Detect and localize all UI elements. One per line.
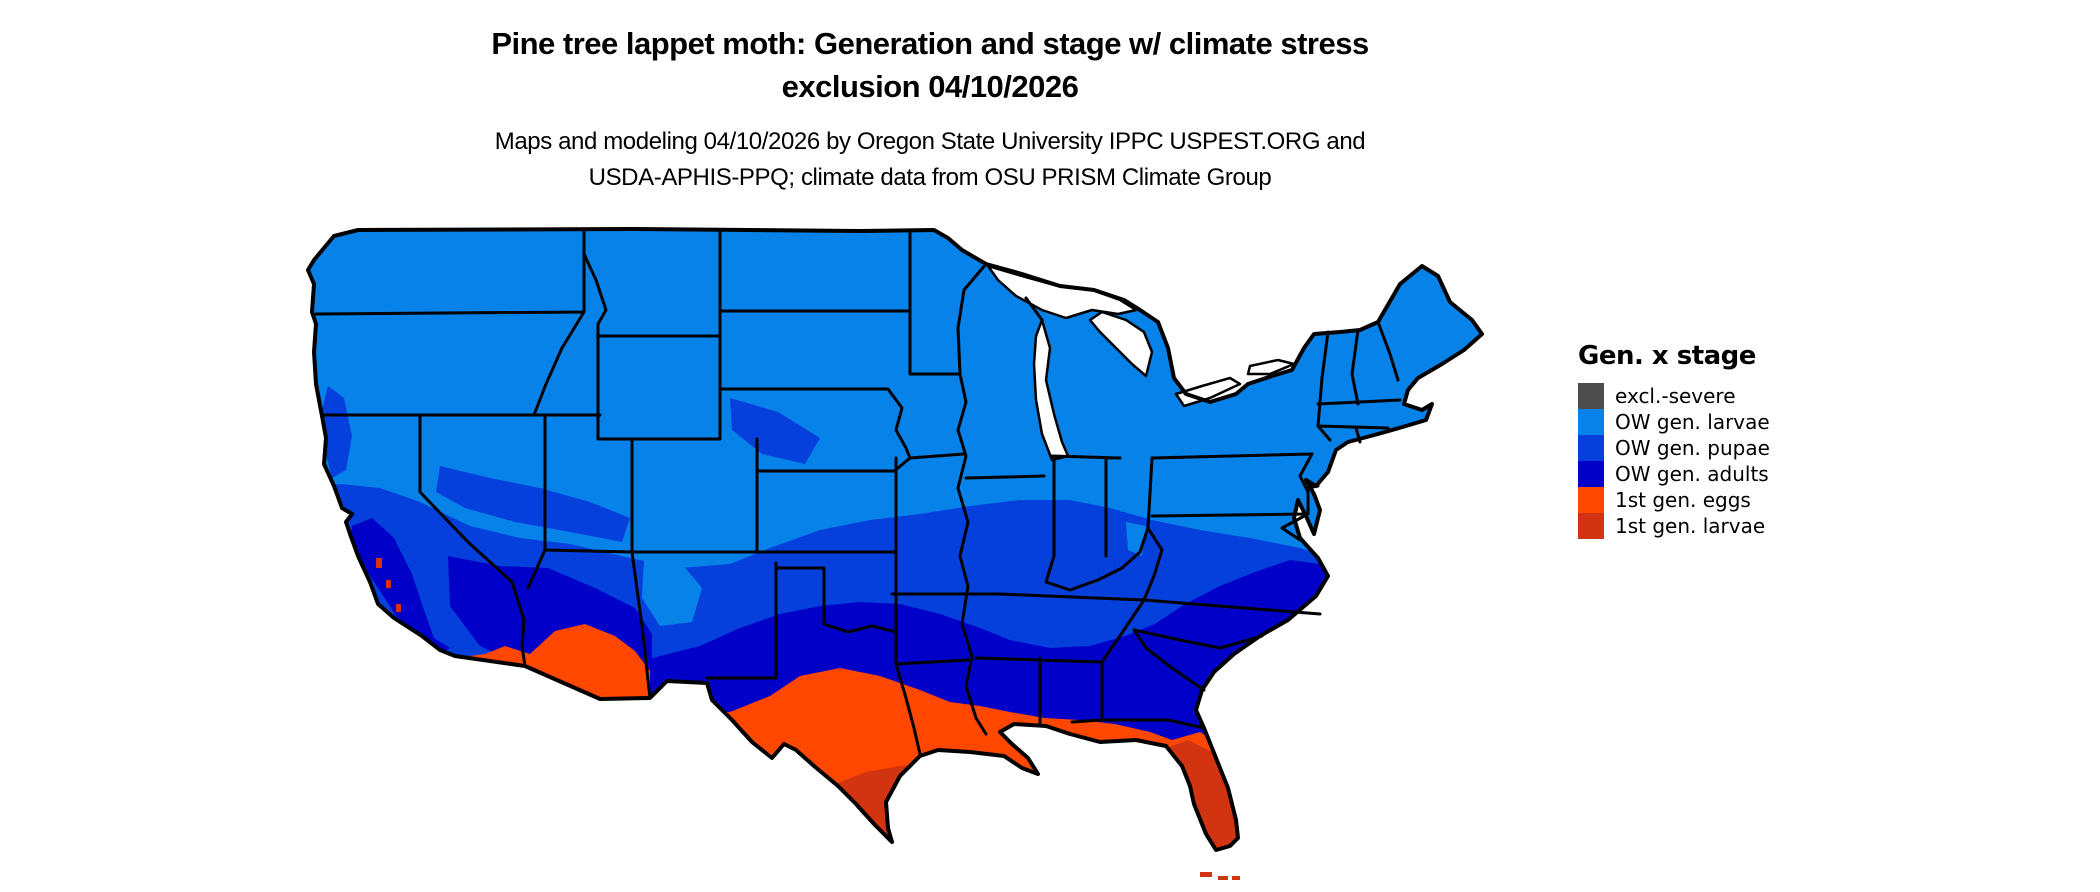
legend-swatch-1st-larvae [1578, 513, 1604, 539]
lake-huron [1088, 310, 1154, 378]
legend-swatch-ow-larvae [1578, 409, 1604, 435]
legend-label-1st-eggs: 1st gen. eggs [1615, 488, 1751, 512]
region-ow-adults-central-valley [350, 518, 450, 656]
us-outline [306, 227, 1484, 852]
legend-item-ow-larvae: OW gen. larvae [1578, 409, 1770, 435]
region-1st-larvae-speck-1 [376, 558, 382, 568]
legend-title: Gen. x stage [1578, 341, 1756, 371]
region-eggs-channel-island-2 [428, 649, 436, 657]
legend-item-ow-pupae: OW gen. pupae [1578, 435, 1770, 461]
subtitle-line-1: Maps and modeling 04/10/2026 by Oregon S… [494, 128, 1366, 155]
us-map [300, 226, 1545, 890]
region-ow-pupae-oregon-coast [322, 386, 352, 478]
key-3 [1232, 876, 1240, 880]
legend-swatch-1st-eggs [1578, 487, 1604, 513]
subtitle-line-2: USDA-APHIS-PPQ; climate data from OSU PR… [588, 164, 1272, 191]
legend-item-excl-severe: excl.-severe [1578, 383, 1770, 409]
legend: Gen. x stage excl.-severe OW gen. larvae… [1578, 341, 1770, 539]
region-eggs-channel-island-3 [442, 655, 450, 663]
region-eggs-channel-island-1 [414, 640, 422, 648]
florida-keys [1200, 872, 1240, 880]
legend-swatch-ow-adults [1578, 461, 1604, 487]
legend-swatch-excl-severe [1578, 383, 1604, 409]
lake-ontario [1246, 358, 1296, 376]
region-1st-larvae-gulf [826, 760, 1048, 850]
legend-label-ow-larvae: OW gen. larvae [1615, 410, 1770, 434]
region-ow-pupae-sandhills [730, 398, 820, 464]
lake-michigan [1032, 318, 1070, 462]
legend-label-ow-adults: OW gen. adults [1615, 462, 1769, 486]
key-1 [1200, 872, 1212, 877]
region-ow-larvae-nm-mountains [642, 560, 702, 626]
legend-swatch-ow-pupae [1578, 435, 1604, 461]
great-lakes [986, 264, 1296, 462]
region-1st-larvae-speck-3 [396, 604, 401, 612]
legend-item-1st-larvae: 1st gen. larvae [1578, 513, 1770, 539]
title-line-2: exclusion 04/10/2026 [781, 69, 1079, 104]
state-borders [314, 230, 1402, 756]
map-subtitle: Maps and modeling 04/10/2026 by Oregon S… [0, 124, 1860, 196]
region-1st-larvae-speck-2 [386, 580, 391, 588]
legend-label-excl-severe: excl.-severe [1615, 384, 1736, 408]
legend-item-1st-eggs: 1st gen. eggs [1578, 487, 1770, 513]
legend-label-1st-larvae: 1st gen. larvae [1615, 514, 1766, 538]
us-map-svg [306, 227, 1484, 880]
legend-label-ow-pupae: OW gen. pupae [1615, 436, 1770, 460]
title-line-1: Pine tree lappet moth: Generation and st… [491, 26, 1369, 61]
region-eggs-southwest-desert [455, 624, 650, 698]
legend-item-ow-adults: OW gen. adults [1578, 461, 1770, 487]
region-ow-pupae-great-basin [436, 466, 630, 542]
key-2 [1218, 876, 1228, 880]
map-title: Pine tree lappet moth: Generation and st… [0, 22, 1860, 108]
lake-erie [1174, 376, 1242, 408]
